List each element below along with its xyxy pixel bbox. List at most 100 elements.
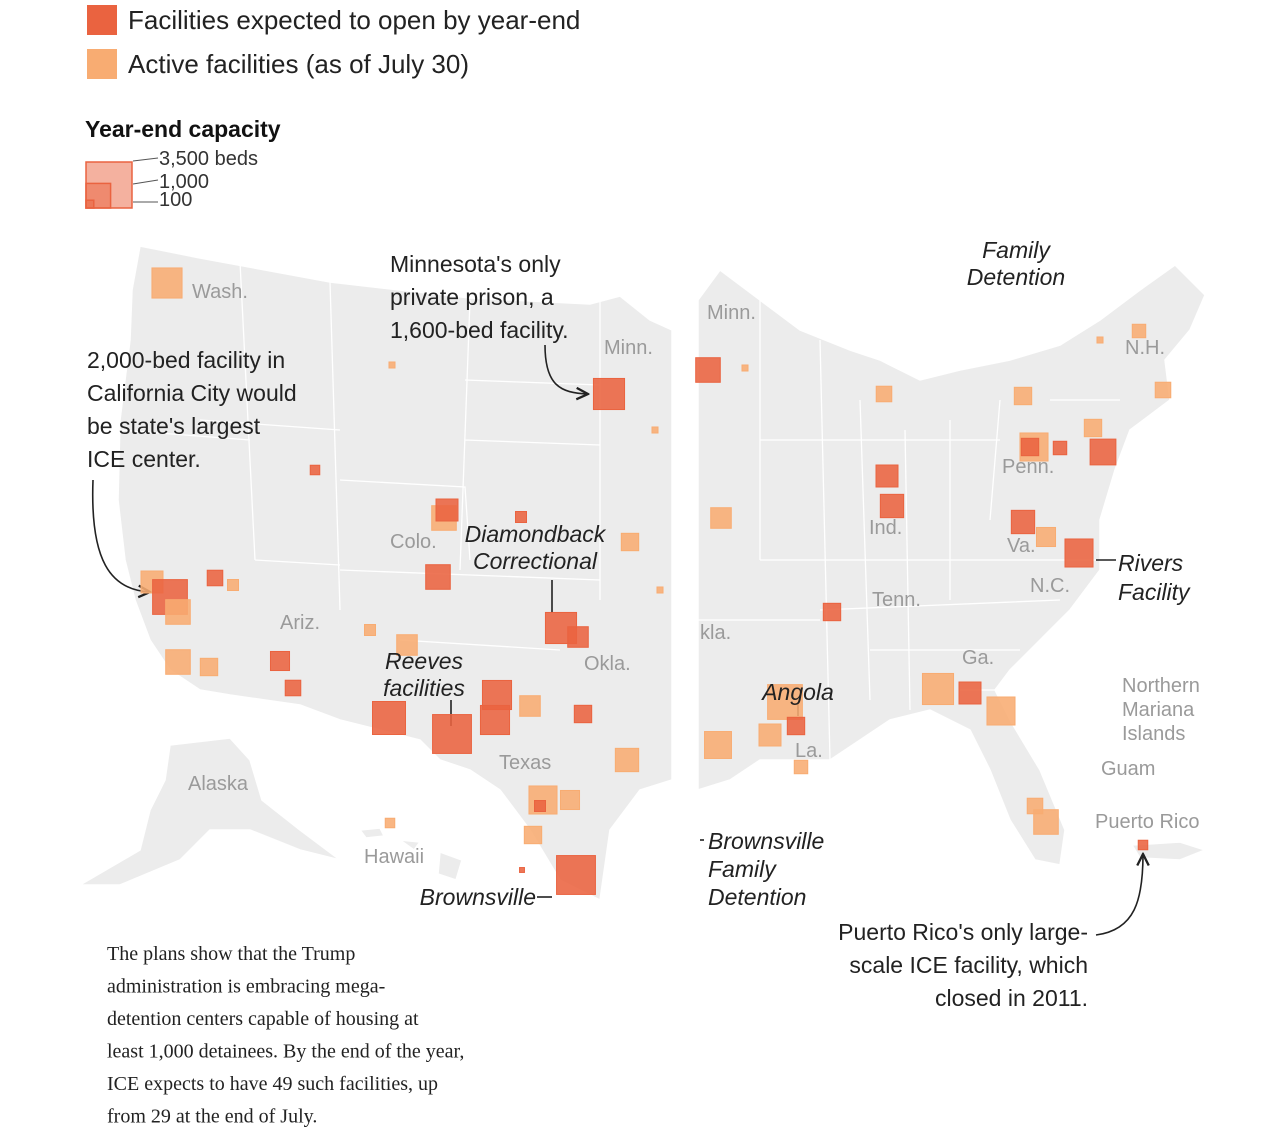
paragraph-line: administration is embracing mega-	[107, 976, 385, 998]
facility	[741, 364, 749, 372]
place-label: Ind.	[869, 517, 902, 539]
place-label: Penn.	[1002, 456, 1054, 478]
facility	[710, 507, 732, 529]
place-label: Texas	[499, 752, 551, 774]
facility	[704, 731, 732, 759]
facility	[165, 649, 191, 675]
annotation: Brownsville	[420, 884, 536, 910]
arrow-california	[91, 479, 150, 592]
place-label: Ariz.	[280, 612, 320, 634]
facility	[309, 464, 321, 476]
facility	[573, 704, 593, 724]
annotation: Facility	[1118, 579, 1191, 605]
place-label: Northern	[1122, 675, 1200, 697]
facility	[1052, 440, 1068, 456]
place-label: N.H.	[1125, 337, 1165, 359]
place-label: Minn.	[604, 337, 653, 359]
facility	[519, 867, 525, 873]
paragraph-line: ICE expects to have 49 such facilities, …	[107, 1073, 438, 1095]
facility	[523, 825, 543, 845]
place-label: Minn.	[707, 302, 756, 324]
facility	[879, 493, 905, 519]
annotation: closed in 2011.	[935, 985, 1088, 1011]
legend-leader	[132, 179, 159, 185]
facility	[388, 361, 396, 369]
facility	[1020, 437, 1040, 457]
place-label: N.C.	[1030, 575, 1070, 597]
facility	[479, 704, 511, 736]
legend-size-label: 3,500 beds	[159, 148, 258, 170]
place-label: Ga.	[962, 647, 994, 669]
facility	[372, 701, 406, 735]
place-label: Islands	[1122, 723, 1185, 745]
state-lines	[119, 261, 601, 651]
place-label: Okla.	[584, 653, 631, 675]
paragraph-line: The plans show that the Trump	[107, 943, 355, 965]
facility	[822, 602, 842, 622]
west-land	[117, 245, 673, 902]
place-label: kla.	[700, 622, 731, 644]
annotation: facilities	[383, 675, 465, 701]
place-label: Hawaii	[364, 846, 424, 868]
facility	[958, 681, 982, 705]
facility	[206, 569, 224, 587]
annotation: Brownsville	[708, 828, 824, 854]
facility	[384, 817, 396, 829]
facility	[1026, 797, 1044, 815]
place-label: Tenn.	[872, 589, 921, 611]
annotation: Puerto Rico's only large-	[838, 919, 1088, 945]
annotation: scale ICE facility, which	[849, 952, 1088, 978]
facility	[1154, 381, 1172, 399]
facility	[284, 679, 302, 697]
facility	[786, 716, 806, 736]
annotation: Angola	[760, 679, 834, 705]
legend-size-label: 100	[159, 189, 192, 211]
annotation: Family	[708, 856, 777, 882]
annotation: Correctional	[473, 548, 598, 574]
legend-label: Facilities expected to open by year-end	[128, 5, 580, 35]
facility	[396, 634, 418, 656]
facility	[481, 679, 513, 711]
annotation: 2,000-bed facility in	[87, 347, 285, 373]
facility	[425, 564, 451, 590]
place-label: Mariana	[1122, 699, 1195, 721]
facility	[556, 855, 596, 895]
facility	[695, 357, 721, 383]
paragraph-line: from 29 at the end of July.	[107, 1106, 317, 1128]
facility	[875, 464, 899, 488]
legend-size-label: 1,000	[159, 171, 209, 193]
facility	[921, 672, 955, 706]
place-label: Va.	[1007, 535, 1036, 557]
legend-size-box	[85, 199, 95, 209]
annotation: Detention	[708, 884, 806, 910]
place-label: Puerto Rico	[1095, 811, 1200, 833]
hawaii-land	[358, 827, 463, 881]
facility	[1010, 509, 1036, 535]
annotation: 1,600-bed facility.	[390, 317, 569, 343]
facility	[1013, 386, 1033, 406]
facility	[432, 714, 472, 754]
annotation: Detention	[967, 264, 1065, 290]
arrow-minnesota	[544, 344, 588, 394]
facility	[1089, 438, 1117, 466]
place-label: Colo.	[390, 531, 437, 553]
annotation: Minnesota's only	[390, 251, 561, 277]
facility	[515, 511, 527, 523]
annotation: Diamondback	[465, 521, 607, 547]
facility	[534, 800, 546, 812]
annotation: ICE center.	[87, 446, 201, 472]
place-label: Wash.	[192, 281, 248, 303]
paragraph-line: detention centers capable of housing at	[107, 1008, 419, 1030]
facility	[620, 532, 640, 552]
place-label: Alaska	[188, 773, 249, 795]
facility	[1083, 418, 1103, 438]
facility	[227, 579, 239, 591]
facility	[758, 723, 782, 747]
annotation: California City would	[87, 380, 297, 406]
facility	[1064, 538, 1094, 568]
annotation: Family	[982, 237, 1051, 263]
facility	[1137, 839, 1149, 851]
